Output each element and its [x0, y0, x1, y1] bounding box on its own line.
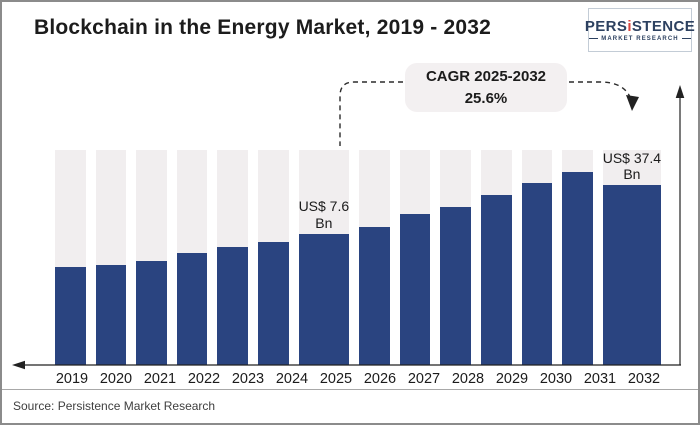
x-tick-2022: 2022	[187, 371, 221, 387]
x-tick-2031: 2031	[583, 371, 617, 387]
bar-column-2032: US$ 37.4 Bn	[602, 150, 662, 365]
bar-2025	[298, 233, 350, 365]
source-note: Source: Persistence Market Research	[13, 399, 216, 413]
bar-plot: US$ 7.6 Bn US$ 37.4 Bn	[55, 150, 662, 365]
brand-logo: PERSiSTENCE MARKET RESEARCH	[585, 8, 695, 52]
value-label-2032: US$ 37.4 Bn	[602, 150, 662, 183]
bar-2020	[95, 265, 127, 365]
logo-text-left: PERS	[584, 17, 628, 35]
x-axis-labels: 2019 2020 2021 2022 2023 2024 2025 2026 …	[55, 371, 661, 387]
bar-column-2028	[440, 150, 471, 365]
x-tick-2026: 2026	[363, 371, 397, 387]
bar-2026	[359, 226, 390, 365]
x-tick-2030: 2030	[539, 371, 573, 387]
value-label-2025: US$ 7.6 Bn	[298, 198, 350, 231]
logo-tagline-rule-left	[589, 38, 599, 39]
x-tick-2023: 2023	[231, 371, 265, 387]
bar-column-2023	[217, 150, 248, 365]
bar-column-2026	[359, 150, 390, 365]
cagr-period: CAGR 2025-2032	[425, 67, 547, 85]
cagr-connector-right	[569, 81, 631, 98]
logo-text-right: STENCE	[631, 17, 696, 35]
bar-column-2025: US$ 7.6 Bn	[298, 150, 350, 365]
bar-2027	[399, 213, 431, 365]
y-axis-arrow-icon	[675, 85, 685, 98]
bar-2031	[562, 171, 593, 365]
bar-2021	[136, 260, 167, 365]
bar-column-2022	[176, 150, 208, 365]
bar-column-2019	[55, 150, 86, 365]
bar-2028	[440, 206, 471, 365]
bar-column-2027	[399, 150, 431, 365]
bar-2022	[176, 253, 208, 365]
bar-column-2020	[95, 150, 127, 365]
bar-2029	[480, 194, 512, 365]
x-tick-2025: 2025	[319, 371, 353, 387]
x-tick-2029: 2029	[495, 371, 529, 387]
bar-column-2030	[521, 150, 553, 365]
bar-2019	[55, 266, 86, 365]
page-title: Blockchain in the Energy Market, 2019 - …	[34, 16, 491, 39]
logo-wordmark: PERSiSTENCE	[585, 19, 695, 34]
x-tick-2019: 2019	[55, 371, 89, 387]
cagr-connector-left	[339, 81, 403, 146]
x-tick-2028: 2028	[451, 371, 485, 387]
cagr-value: 25.6%	[464, 89, 508, 107]
bar-column-2021	[136, 150, 167, 365]
bar-2024	[257, 241, 289, 365]
cagr-connector-arrow-icon	[626, 95, 639, 111]
bar-2030	[521, 182, 553, 365]
bar-column-2024	[257, 150, 289, 365]
logo-tagline-text: MARKET RESEARCH	[601, 35, 679, 42]
bar-column-2029	[480, 150, 512, 365]
x-tick-2020: 2020	[99, 371, 133, 387]
logo-accent-letter: i	[627, 17, 632, 35]
cagr-callout: CAGR 2025-2032 25.6%	[405, 63, 567, 112]
bar-2023	[217, 246, 248, 365]
x-axis-arrow-icon	[12, 360, 25, 370]
logo-tagline-rule-right	[681, 38, 691, 39]
bar-column-2031	[562, 150, 593, 365]
x-tick-2027: 2027	[407, 371, 441, 387]
x-tick-2024: 2024	[275, 371, 309, 387]
footer-divider	[2, 389, 698, 390]
x-tick-2021: 2021	[143, 371, 177, 387]
logo-tagline: MARKET RESEARCH	[589, 36, 691, 42]
x-tick-2032: 2032	[627, 371, 661, 387]
bar-2032	[602, 185, 662, 365]
